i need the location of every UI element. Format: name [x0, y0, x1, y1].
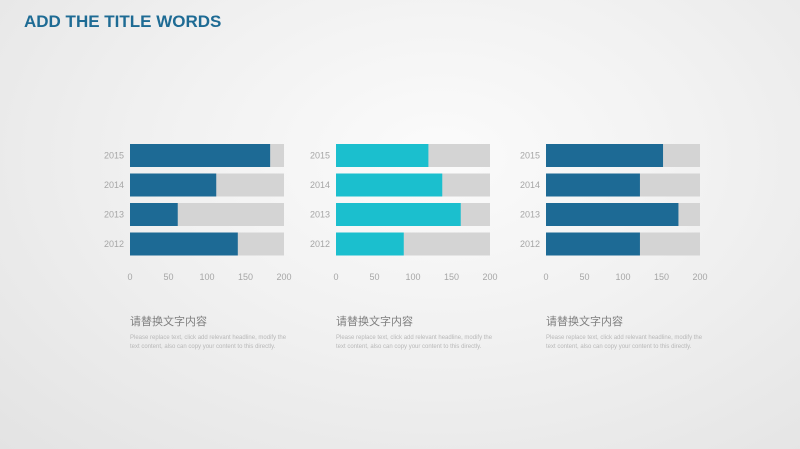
x-tick-label: 100 [405, 272, 420, 282]
bar [336, 232, 404, 256]
bar [130, 144, 271, 167]
caption-body: Please replace text, click add relevant … [130, 335, 287, 350]
category-label: 2012 [104, 239, 124, 249]
category-label: 2013 [104, 210, 124, 220]
x-tick-label: 0 [543, 272, 548, 282]
x-tick-label: 200 [482, 272, 497, 282]
x-tick-label: 200 [276, 272, 291, 282]
x-tick-label: 200 [692, 272, 707, 282]
bar [336, 203, 461, 226]
category-label: 2012 [520, 239, 540, 249]
caption-block-1: 请替换文字内容 Please replace text, click add r… [130, 313, 290, 351]
category-label: 2014 [104, 180, 124, 190]
bar [546, 144, 664, 167]
category-label: 2014 [520, 180, 540, 190]
category-label: 2015 [310, 151, 330, 161]
x-tick-label: 0 [333, 272, 338, 282]
category-label: 2013 [310, 210, 330, 220]
x-tick-label: 150 [238, 272, 253, 282]
category-label: 2012 [310, 239, 330, 249]
caption-heading: 请替换文字内容 [130, 315, 207, 328]
caption-heading: 请替换文字内容 [546, 315, 623, 328]
bar [130, 232, 238, 256]
caption-block-3: 请替换文字内容 Please replace text, click add r… [546, 313, 706, 351]
category-label: 2015 [520, 151, 540, 161]
bar [130, 203, 178, 226]
slide-title: ADD THE TITLE WORDS [24, 12, 222, 31]
category-label: 2014 [310, 180, 330, 190]
bar [336, 144, 429, 167]
x-tick-label: 50 [579, 272, 589, 282]
x-tick-label: 150 [654, 272, 669, 282]
category-label: 2015 [104, 151, 124, 161]
bar [546, 203, 679, 226]
x-tick-label: 50 [163, 272, 173, 282]
x-tick-label: 100 [199, 272, 214, 282]
bar [546, 232, 640, 256]
caption-heading: 请替换文字内容 [336, 315, 413, 328]
x-tick-label: 100 [615, 272, 630, 282]
bar [336, 173, 443, 197]
x-tick-label: 150 [444, 272, 459, 282]
x-tick-label: 0 [127, 272, 132, 282]
bar [546, 173, 640, 197]
x-tick-label: 50 [369, 272, 379, 282]
caption-body: Please replace text, click add relevant … [336, 335, 493, 350]
category-label: 2013 [520, 210, 540, 220]
bar [130, 173, 217, 197]
caption-body: Please replace text, click add relevant … [546, 335, 703, 350]
caption-block-2: 请替换文字内容 Please replace text, click add r… [336, 313, 496, 351]
